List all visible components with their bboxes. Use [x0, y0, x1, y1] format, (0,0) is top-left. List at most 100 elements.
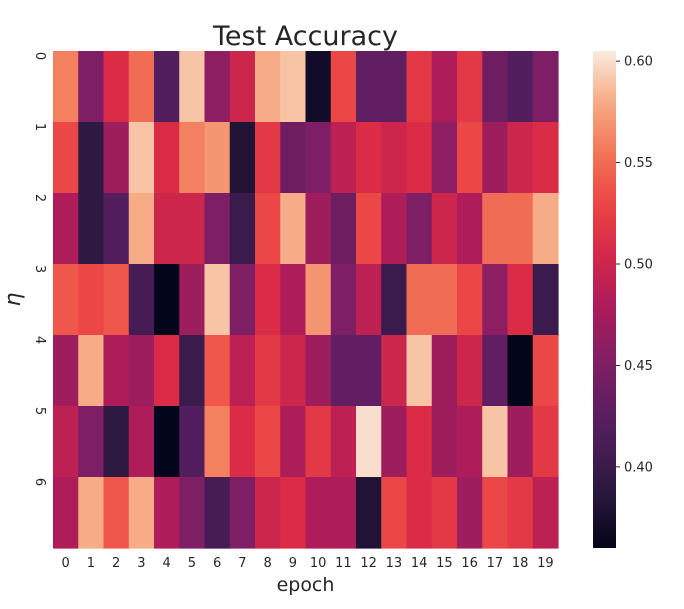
colorbar-tick-label: 0.60 — [624, 55, 653, 70]
heatmap-cell — [431, 122, 458, 194]
heatmap-cell — [507, 335, 534, 407]
heatmap-cell — [482, 51, 509, 123]
y-tick-label: 5 — [32, 407, 47, 415]
heatmap-cell — [305, 51, 332, 123]
heatmap-cell — [532, 335, 559, 407]
heatmap-cell — [255, 122, 281, 194]
heatmap-cell — [406, 264, 433, 336]
heatmap-cell — [154, 477, 180, 549]
x-axis-label: epoch — [277, 574, 335, 596]
heatmap-cell — [431, 193, 458, 265]
heatmap-cell — [78, 51, 105, 123]
heatmap-cell — [431, 406, 458, 478]
heatmap-cell — [128, 51, 155, 123]
heatmap-cell — [507, 193, 534, 265]
y-tick-labels: 0 1 2 3 4 5 6 — [32, 52, 47, 486]
heatmap-cell — [53, 51, 79, 123]
heatmap-cell — [78, 406, 105, 478]
x-tick-label: 8 — [263, 556, 271, 571]
heatmap-cell — [229, 264, 256, 336]
heatmap-cell — [381, 51, 408, 123]
heatmap-cell — [128, 335, 155, 407]
heatmap-cell — [103, 477, 130, 549]
heatmap-cell — [457, 335, 483, 407]
x-tick-label: 16 — [461, 556, 478, 571]
heatmap-cell — [431, 477, 458, 549]
colorbar-tick-label: 0.55 — [624, 156, 653, 171]
heatmap-cell — [356, 477, 382, 549]
x-tick-label: 2 — [112, 556, 120, 571]
heatmap-cell — [128, 477, 155, 549]
x-tick-label: 4 — [162, 556, 170, 571]
colorbar — [593, 51, 616, 548]
heatmap-cell — [204, 51, 231, 123]
heatmap-cell — [154, 264, 180, 336]
heatmap-cell — [457, 264, 483, 336]
heatmap-cell — [305, 193, 332, 265]
heatmap-cell — [305, 122, 332, 194]
heatmap-cell — [431, 51, 458, 123]
heatmap-cell — [53, 477, 79, 549]
heatmap-cell — [356, 122, 382, 194]
x-tick-label: 18 — [512, 556, 529, 571]
heatmap-cell — [406, 477, 433, 549]
heatmap-cell — [255, 193, 281, 265]
heatmap-cell — [78, 335, 105, 407]
heatmap-cell — [154, 51, 180, 123]
x-tick-label: 15 — [436, 556, 453, 571]
heatmap-cell — [406, 335, 433, 407]
heatmap-cell — [53, 122, 79, 194]
x-tick-label: 19 — [537, 556, 554, 571]
heatmap-cell — [431, 264, 458, 336]
heatmap-cell — [229, 406, 256, 478]
heatmap-cell — [154, 122, 180, 194]
heatmap-cell — [204, 406, 231, 478]
heatmap-cell — [532, 477, 559, 549]
heatmap-cell — [532, 51, 559, 123]
heatmap-cell — [280, 51, 307, 123]
heatmap-cell — [532, 264, 559, 336]
heatmap-cell — [229, 335, 256, 407]
x-tick-label: 13 — [386, 556, 403, 571]
heatmap-cell — [356, 193, 382, 265]
heatmap-cell — [154, 406, 180, 478]
heatmap-cell — [179, 406, 206, 478]
heatmap-cell — [154, 335, 180, 407]
heatmap-cell — [507, 264, 534, 336]
heatmap-cell — [356, 335, 382, 407]
heatmap-cell — [381, 122, 408, 194]
heatmap-cell — [507, 477, 534, 549]
heatmap-cell — [457, 193, 483, 265]
heatmap-cell — [128, 406, 155, 478]
heatmap-cell — [128, 193, 155, 265]
y-tick-label: 0 — [32, 52, 47, 60]
heatmap-cell — [330, 264, 357, 336]
heatmap-cell — [381, 335, 408, 407]
heatmap-cell — [280, 477, 307, 549]
heatmap-cell — [204, 193, 231, 265]
heatmap-cell — [255, 335, 281, 407]
chart-title: Test Accuracy — [212, 21, 398, 52]
heatmap-cell — [330, 122, 357, 194]
heatmap-cell — [53, 406, 79, 478]
y-tick-label: 3 — [32, 265, 47, 273]
heatmap-cell — [457, 51, 483, 123]
heatmap-cell — [179, 335, 206, 407]
heatmap-cell — [204, 477, 231, 549]
heatmap-cell — [103, 51, 130, 123]
heatmap-cell — [305, 477, 332, 549]
heatmap-cell — [204, 335, 231, 407]
heatmap-cell — [179, 264, 206, 336]
heatmap-cell — [330, 51, 357, 123]
heatmap-cell — [482, 406, 509, 478]
heatmap-cell — [532, 406, 559, 478]
heatmap-cell — [255, 477, 281, 549]
heatmap-cell — [532, 122, 559, 194]
heatmap-cell — [482, 335, 509, 407]
x-tick-label: 10 — [310, 556, 327, 571]
heatmap-cell — [406, 193, 433, 265]
heatmap-cell — [381, 193, 408, 265]
x-tick-labels: 0 1 2 3 4 5 6 7 8 9 10 11 12 13 14 15 16 17 18 19 — [61, 556, 553, 571]
